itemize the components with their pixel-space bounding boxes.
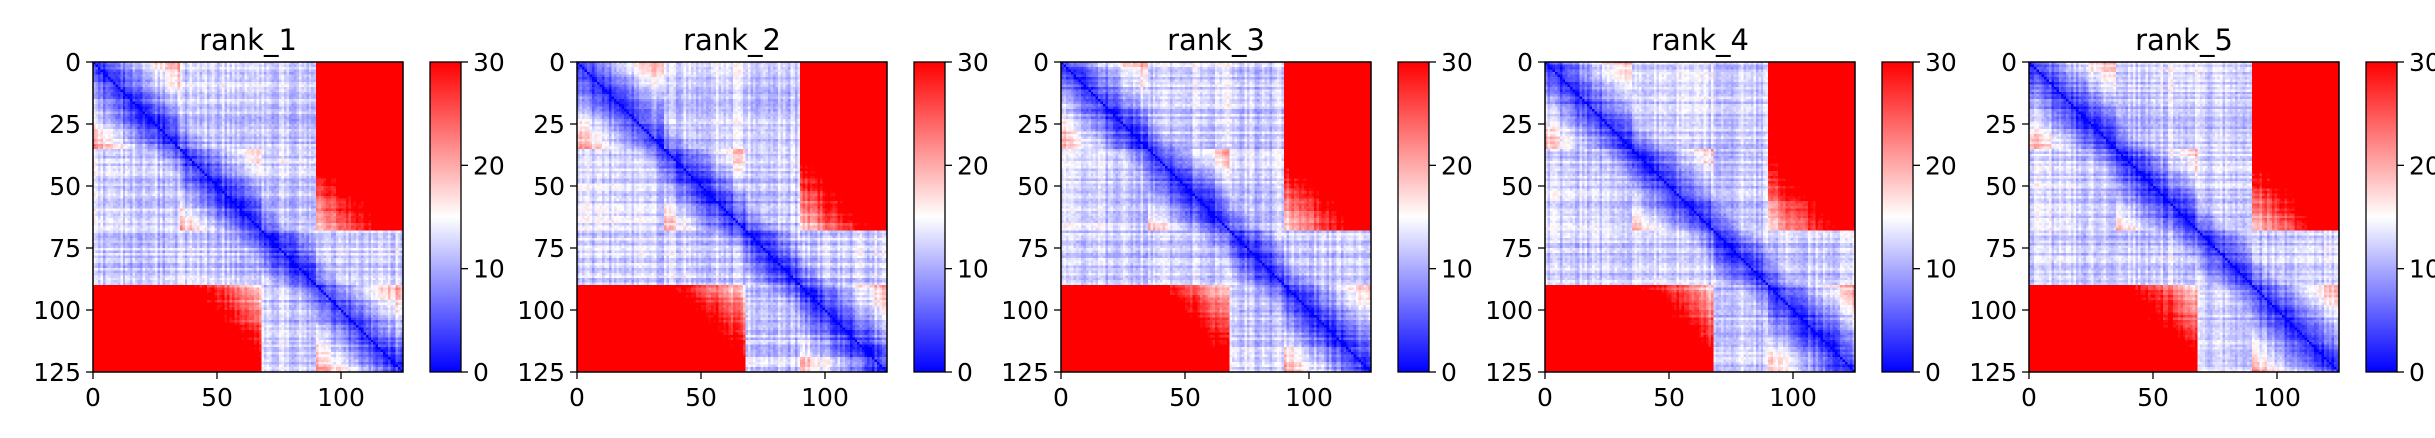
axes-frame — [2028, 61, 2340, 373]
colorbar-tick-label: 20 — [473, 151, 505, 180]
colorbar-tick-label: 30 — [1441, 48, 1473, 77]
y-tick-label: 25 — [533, 110, 565, 139]
chart-title: rank_2 — [683, 23, 781, 57]
x-tick-label: 0 — [85, 383, 101, 412]
heatmap-cells — [93, 62, 403, 372]
colorbar-tick-label: 0 — [1925, 358, 1941, 387]
y-tick-label: 25 — [49, 110, 81, 139]
y-tick-label: 125 — [517, 358, 565, 387]
x-tick-label: 50 — [685, 383, 717, 412]
y-tick-label: 100 — [1001, 296, 1049, 325]
chart-title: rank_3 — [1167, 23, 1265, 57]
colorbar — [1881, 61, 1914, 373]
x-tick-label: 50 — [1169, 383, 1201, 412]
colorbar-tick-label: 10 — [1441, 255, 1473, 284]
y-tick-label: 75 — [49, 234, 81, 263]
colorbar-tick-label: 0 — [473, 358, 489, 387]
y-tick-label: 0 — [65, 48, 81, 77]
y-tick-label: 25 — [1985, 110, 2017, 139]
y-tick-label: 100 — [1485, 296, 1533, 325]
colorbar-tick-label: 10 — [473, 255, 505, 284]
x-tick-label: 0 — [1053, 383, 1069, 412]
heatmap-cells — [1061, 62, 1371, 372]
y-tick-label: 125 — [1969, 358, 2017, 387]
y-tick-label: 0 — [1033, 48, 1049, 77]
y-tick-label: 75 — [1501, 234, 1533, 263]
axes-frame — [1060, 61, 1372, 373]
y-tick-label: 25 — [1501, 110, 1533, 139]
x-tick-label: 0 — [569, 383, 585, 412]
y-tick-label: 100 — [1969, 296, 2017, 325]
y-tick-label: 125 — [1485, 358, 1533, 387]
x-tick-label: 100 — [1285, 383, 1333, 412]
colorbar — [1397, 61, 1430, 373]
chart-title: rank_1 — [199, 23, 297, 57]
colorbar-tick-label: 30 — [473, 48, 505, 77]
y-tick-label: 0 — [2001, 48, 2017, 77]
colorbar-tick-label: 0 — [1441, 358, 1457, 387]
colorbar — [429, 61, 462, 373]
colorbar-tick-label: 0 — [2409, 358, 2425, 387]
heatmap-cells — [1545, 62, 1855, 372]
colorbar-tick-label: 30 — [1925, 48, 1957, 77]
heatmap-cells — [2029, 62, 2339, 372]
x-tick-label: 100 — [801, 383, 849, 412]
colorbar-tick-label: 20 — [957, 151, 989, 180]
y-tick-label: 100 — [517, 296, 565, 325]
colorbar-tick-label: 30 — [2409, 48, 2435, 77]
y-tick-label: 50 — [1985, 172, 2017, 201]
x-tick-label: 100 — [1769, 383, 1817, 412]
x-tick-label: 50 — [1653, 383, 1685, 412]
axes-frame — [92, 61, 404, 373]
colorbar-tick-label: 10 — [1925, 255, 1957, 284]
x-tick-label: 0 — [1537, 383, 1553, 412]
y-tick-label: 50 — [533, 172, 565, 201]
y-tick-label: 125 — [1001, 358, 1049, 387]
y-tick-label: 50 — [1017, 172, 1049, 201]
y-tick-label: 25 — [1017, 110, 1049, 139]
colorbar-tick-label: 20 — [2409, 151, 2435, 180]
axes-frame — [1544, 61, 1856, 373]
colorbar — [913, 61, 946, 373]
axes-frame — [576, 61, 888, 373]
y-tick-label: 50 — [49, 172, 81, 201]
colorbar-tick-label: 10 — [957, 255, 989, 284]
x-tick-label: 50 — [201, 383, 233, 412]
y-tick-label: 75 — [1017, 234, 1049, 263]
x-tick-label: 100 — [317, 383, 365, 412]
y-tick-label: 50 — [1501, 172, 1533, 201]
colorbar-tick-label: 20 — [1441, 151, 1473, 180]
x-tick-label: 50 — [2137, 383, 2169, 412]
y-tick-label: 0 — [549, 48, 565, 77]
colorbar — [2365, 61, 2398, 373]
colorbar-tick-label: 10 — [2409, 255, 2435, 284]
y-tick-label: 75 — [1985, 234, 2017, 263]
chart-title: rank_5 — [2135, 23, 2233, 57]
heatmap-cells — [577, 62, 887, 372]
x-tick-label: 0 — [2021, 383, 2037, 412]
y-tick-label: 0 — [1517, 48, 1533, 77]
x-tick-label: 100 — [2253, 383, 2301, 412]
colorbar-tick-label: 20 — [1925, 151, 1957, 180]
colorbar-tick-label: 30 — [957, 48, 989, 77]
colorbar-tick-label: 0 — [957, 358, 973, 387]
y-tick-label: 75 — [533, 234, 565, 263]
y-tick-label: 100 — [33, 296, 81, 325]
chart-title: rank_4 — [1651, 23, 1749, 57]
y-tick-label: 125 — [33, 358, 81, 387]
